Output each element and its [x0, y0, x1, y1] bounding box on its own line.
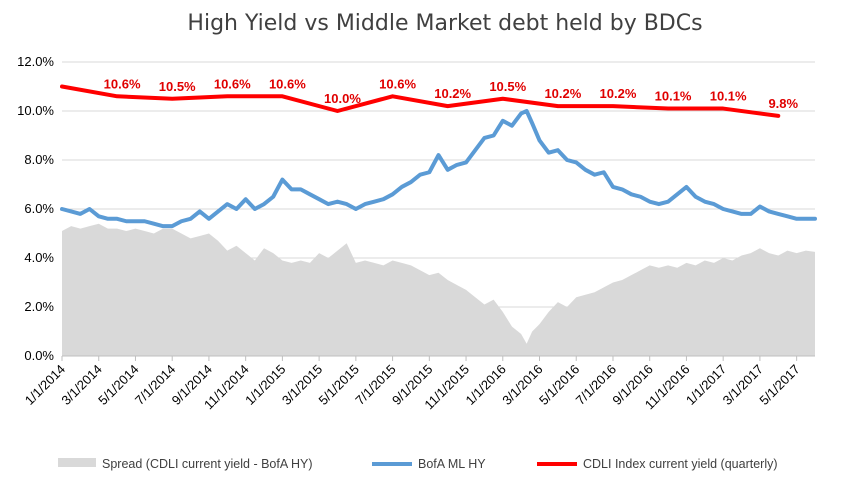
y-tick-label: 6.0% — [24, 201, 54, 216]
cdli-data-label: 10.5% — [159, 79, 196, 94]
cdli-data-label: 9.8% — [768, 96, 798, 111]
cdli-data-label: 10.6% — [104, 76, 141, 91]
cdli-data-label: 10.1% — [655, 89, 692, 104]
cdli-yield-line — [60, 84, 781, 118]
axes — [61, 355, 815, 361]
y-tick-label: 12.0% — [17, 54, 54, 69]
y-tick-label: 0.0% — [24, 348, 54, 363]
cdli-data-label: 10.5% — [489, 79, 526, 94]
spread-area-layer — [62, 223, 815, 356]
legend-label-bofa: BofA ML HY — [418, 457, 486, 471]
data-labels: 10.6% 10.5% 10.6% 10.6% 10.0% 10.6% 10.2% 10.5%… — [104, 76, 799, 111]
legend-label-cdli: CDLI Index current yield (quarterly) — [583, 457, 778, 471]
cdli-data-label: 10.1% — [710, 89, 747, 104]
cdli-data-label: 10.6% — [269, 76, 306, 91]
y-tick-labels: 0.0% 2.0% 4.0% 6.0% 8.0% 10.0% 12.0% — [17, 54, 54, 363]
legend-swatch-spread — [58, 458, 96, 467]
x-tick-labels: 1/1/20143/1/20145/1/20147/1/20149/1/2014… — [22, 362, 803, 413]
x-tick-label: 5/1/2017 — [756, 362, 802, 408]
cdli-data-label: 10.6% — [214, 76, 251, 91]
lines-layer — [60, 84, 817, 229]
cdli-data-label: 10.2% — [434, 86, 471, 101]
cdli-data-label: 10.6% — [379, 76, 416, 91]
y-tick-label: 4.0% — [24, 250, 54, 265]
cdli-data-label: 10.0% — [324, 91, 361, 106]
spread-area — [62, 223, 815, 356]
legend-label-spread: Spread (CDLI current yield - BofA HY) — [102, 457, 313, 471]
y-tick-label: 10.0% — [17, 103, 54, 118]
y-tick-label: 8.0% — [24, 152, 54, 167]
cdli-data-label: 10.2% — [600, 86, 637, 101]
chart-title: High Yield vs Middle Market debt held by… — [187, 11, 702, 36]
y-tick-label: 2.0% — [24, 299, 54, 314]
bofa-hy-line — [60, 109, 817, 229]
cdli-data-label: 10.2% — [544, 86, 581, 101]
legend: Spread (CDLI current yield - BofA HY) Bof… — [58, 457, 778, 471]
